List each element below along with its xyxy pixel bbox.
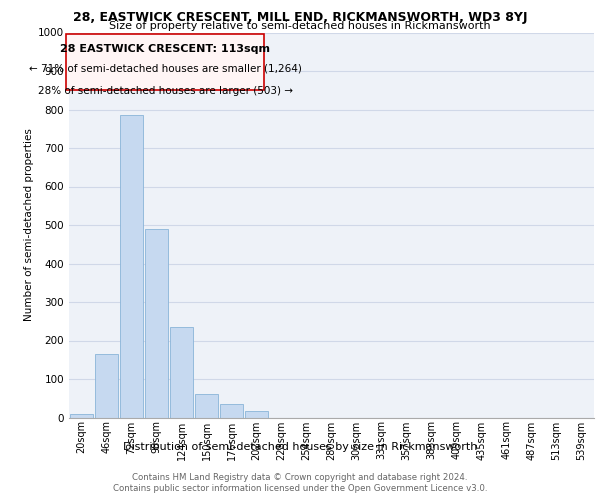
Text: 28 EASTWICK CRESCENT: 113sqm: 28 EASTWICK CRESCENT: 113sqm <box>60 44 270 54</box>
Bar <box>170 327 193 418</box>
Bar <box>245 410 268 418</box>
Y-axis label: Number of semi-detached properties: Number of semi-detached properties <box>24 128 34 322</box>
Bar <box>70 414 94 418</box>
Text: ← 71% of semi-detached houses are smaller (1,264): ← 71% of semi-detached houses are smalle… <box>29 64 302 74</box>
Text: 28, EASTWICK CRESCENT, MILL END, RICKMANSWORTH, WD3 8YJ: 28, EASTWICK CRESCENT, MILL END, RICKMAN… <box>73 11 527 24</box>
Text: Distribution of semi-detached houses by size in Rickmansworth: Distribution of semi-detached houses by … <box>123 442 477 452</box>
Text: Contains HM Land Registry data © Crown copyright and database right 2024.: Contains HM Land Registry data © Crown c… <box>132 472 468 482</box>
Bar <box>220 404 244 417</box>
Bar <box>194 394 218 417</box>
Text: Size of property relative to semi-detached houses in Rickmansworth: Size of property relative to semi-detach… <box>109 21 491 31</box>
Text: 28% of semi-detached houses are larger (503) →: 28% of semi-detached houses are larger (… <box>38 86 293 97</box>
Bar <box>95 354 118 418</box>
FancyBboxPatch shape <box>67 34 264 90</box>
Text: Contains public sector information licensed under the Open Government Licence v3: Contains public sector information licen… <box>113 484 487 493</box>
Bar <box>145 229 169 418</box>
Bar <box>119 116 143 418</box>
